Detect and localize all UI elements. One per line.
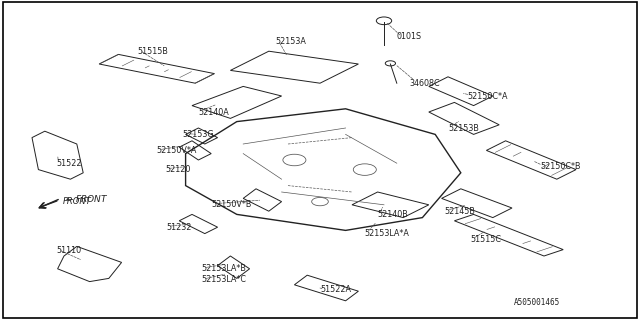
Text: 52120: 52120	[165, 165, 191, 174]
Text: 52150C*A: 52150C*A	[467, 92, 508, 100]
Text: $\leftarrow$FRONT: $\leftarrow$FRONT	[64, 193, 108, 204]
Text: 51515C: 51515C	[470, 236, 501, 244]
Text: A505001465: A505001465	[514, 298, 560, 307]
Text: 52153G: 52153G	[182, 130, 214, 139]
Text: 52140B: 52140B	[378, 210, 408, 219]
Text: 51232: 51232	[166, 223, 192, 232]
Text: 51522A: 51522A	[320, 285, 351, 294]
Text: 52150V*A: 52150V*A	[157, 146, 197, 155]
Text: 52145B: 52145B	[445, 207, 476, 216]
Text: 51522: 51522	[56, 159, 82, 168]
Text: 52150C*B: 52150C*B	[541, 162, 581, 171]
Text: 52140A: 52140A	[198, 108, 229, 116]
Text: 52153B: 52153B	[448, 124, 479, 132]
Text: 52153LA*C: 52153LA*C	[202, 276, 246, 284]
Text: 52153A: 52153A	[275, 37, 306, 46]
Text: FRONT: FRONT	[63, 197, 92, 206]
Text: 34608C: 34608C	[410, 79, 440, 88]
Text: 51110: 51110	[56, 246, 81, 255]
Text: 52153LA*B: 52153LA*B	[202, 264, 246, 273]
Text: 0101S: 0101S	[397, 32, 422, 41]
Text: 52153LA*A: 52153LA*A	[365, 229, 410, 238]
Text: 52150V*B: 52150V*B	[211, 200, 252, 209]
Text: 51515B: 51515B	[138, 47, 168, 56]
